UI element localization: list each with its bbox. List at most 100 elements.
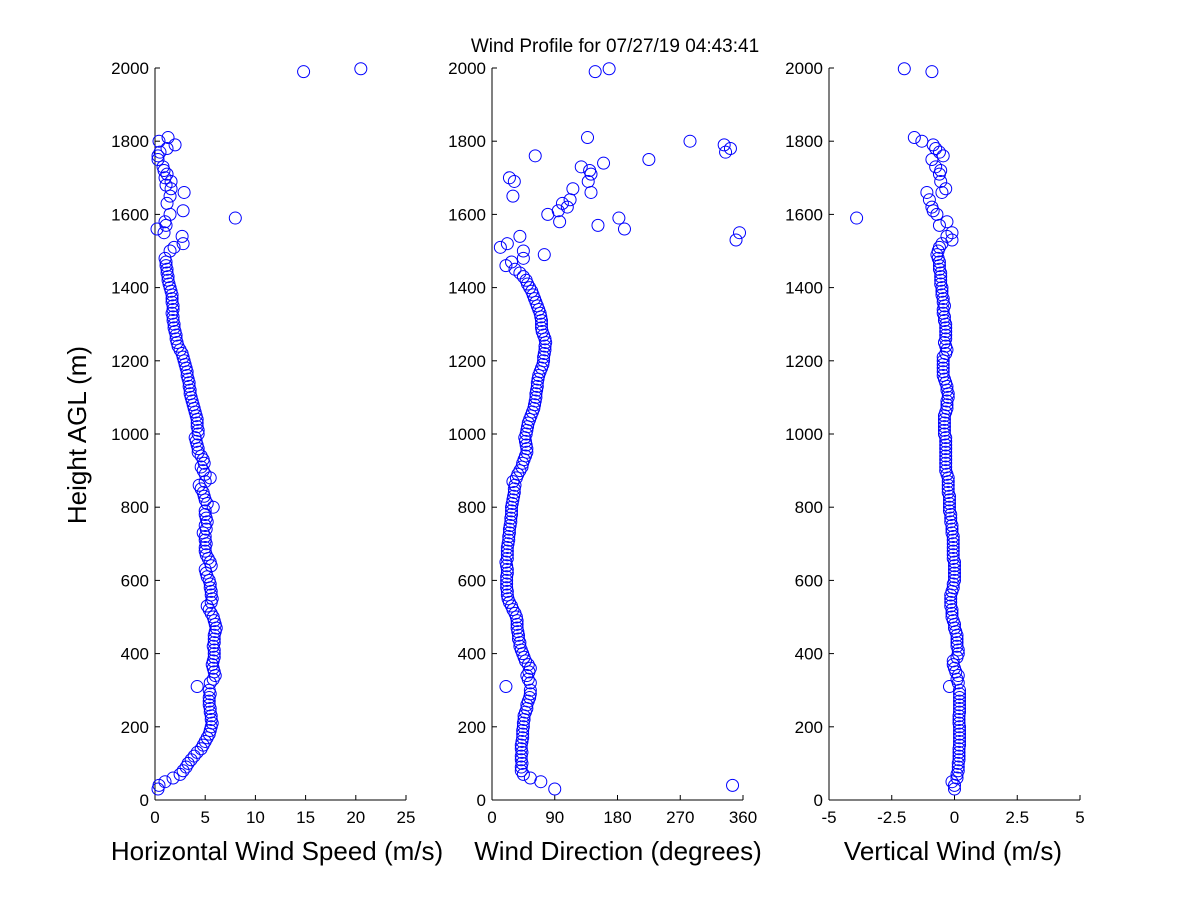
data-point-vertical	[936, 295, 950, 309]
data-point-direction	[516, 731, 530, 745]
data-point-speed	[187, 749, 201, 763]
data-point-vertical	[941, 478, 955, 492]
data-point-vertical	[939, 464, 953, 478]
data-point-vertical	[936, 361, 950, 375]
data-point-vertical	[939, 456, 953, 470]
y-tick-label-speed: 400	[121, 645, 149, 664]
data-point-speed	[165, 292, 179, 306]
data-point-vertical	[945, 606, 959, 620]
data-point-direction	[560, 200, 574, 214]
data-point-vertical	[951, 647, 965, 661]
data-point-vertical	[929, 160, 943, 174]
data-point-vertical	[952, 745, 966, 759]
data-point-direction	[726, 778, 740, 792]
data-point-direction	[537, 354, 551, 368]
data-point-direction	[511, 467, 525, 481]
y-tick-label-vertical: 1600	[785, 205, 823, 224]
data-point-vertical	[952, 742, 966, 756]
data-point-speed	[354, 62, 368, 76]
y-tick-label-direction: 200	[458, 718, 486, 737]
data-point-vertical	[941, 482, 955, 496]
data-point-direction	[502, 533, 516, 547]
data-point-direction	[508, 606, 522, 620]
y-tick-label-vertical: 200	[795, 718, 823, 737]
y-tick-label-speed: 800	[121, 498, 149, 517]
data-point-direction	[502, 171, 516, 185]
data-point-speed	[198, 519, 212, 532]
data-point-vertical	[937, 416, 951, 430]
data-point-vertical	[940, 215, 954, 229]
data-point-direction	[514, 764, 528, 778]
data-point-speed	[176, 204, 190, 218]
data-point-direction	[500, 581, 514, 595]
data-point-speed	[198, 533, 212, 547]
data-point-direction	[500, 237, 514, 251]
data-point-speed	[166, 303, 180, 317]
data-point-vertical	[952, 753, 966, 767]
data-point-direction	[500, 588, 514, 602]
x-tick-label-direction: 90	[545, 808, 564, 827]
data-point-vertical	[932, 240, 946, 254]
data-point-vertical	[939, 445, 953, 459]
data-point-direction	[520, 669, 534, 683]
data-point-vertical	[934, 174, 948, 188]
data-point-speed	[179, 760, 193, 774]
y-tick-label-speed: 2000	[111, 59, 149, 78]
y-tick-label-vertical: 800	[795, 498, 823, 517]
data-point-vertical	[935, 288, 949, 302]
data-point-speed	[157, 226, 171, 240]
y-tick-label-vertical: 400	[795, 645, 823, 664]
y-tick-label-direction: 800	[458, 498, 486, 517]
data-point-vertical	[953, 731, 967, 745]
data-point-direction	[513, 464, 527, 478]
data-point-speed	[168, 138, 182, 152]
y-axis-label: Height AGL (m)	[62, 346, 92, 524]
data-point-direction	[523, 281, 537, 295]
x-tick-label-speed: 0	[150, 808, 159, 827]
x-tick-label-direction: 0	[487, 808, 496, 827]
data-point-vertical	[953, 720, 967, 734]
data-point-speed	[159, 259, 173, 273]
data-point-speed	[196, 464, 210, 478]
data-point-vertical	[948, 559, 961, 573]
data-point-vertical	[945, 522, 959, 536]
data-point-speed	[160, 266, 174, 280]
data-point-direction	[733, 226, 747, 240]
data-point-speed	[198, 529, 212, 543]
data-point-vertical	[936, 368, 950, 382]
data-point-vertical	[946, 581, 960, 595]
data-point-vertical	[937, 427, 951, 441]
data-point-vertical	[946, 540, 960, 554]
data-point-speed	[158, 171, 172, 185]
data-point-speed	[175, 346, 189, 360]
data-point-speed	[203, 705, 217, 719]
y-tick-label-speed: 1000	[111, 425, 149, 444]
data-point-vertical	[939, 332, 953, 346]
y-tick-label-speed: 1200	[111, 352, 149, 371]
data-point-vertical	[907, 131, 921, 145]
data-point-direction	[505, 504, 519, 518]
data-point-vertical	[953, 698, 967, 712]
data-point-direction	[505, 508, 519, 522]
x-axis-label-vertical: Vertical Wind (m/s)	[844, 836, 1062, 866]
data-point-vertical	[953, 723, 967, 737]
data-point-speed	[228, 211, 242, 225]
data-point-direction	[719, 145, 733, 159]
x-tick-label-speed: 20	[346, 808, 365, 827]
data-point-speed	[166, 314, 180, 328]
data-point-direction	[507, 174, 521, 188]
data-point-direction	[523, 676, 537, 690]
data-point-vertical	[953, 691, 967, 705]
data-point-direction	[508, 262, 522, 276]
data-point-direction	[717, 138, 731, 152]
data-point-vertical	[950, 636, 964, 650]
data-point-direction	[551, 204, 565, 218]
data-point-direction	[523, 687, 537, 701]
data-point-direction	[729, 233, 743, 247]
data-point-vertical	[953, 734, 967, 748]
data-point-vertical	[950, 639, 964, 653]
data-point-direction	[500, 573, 514, 587]
data-point-vertical	[948, 570, 961, 584]
data-point-direction	[723, 142, 737, 156]
